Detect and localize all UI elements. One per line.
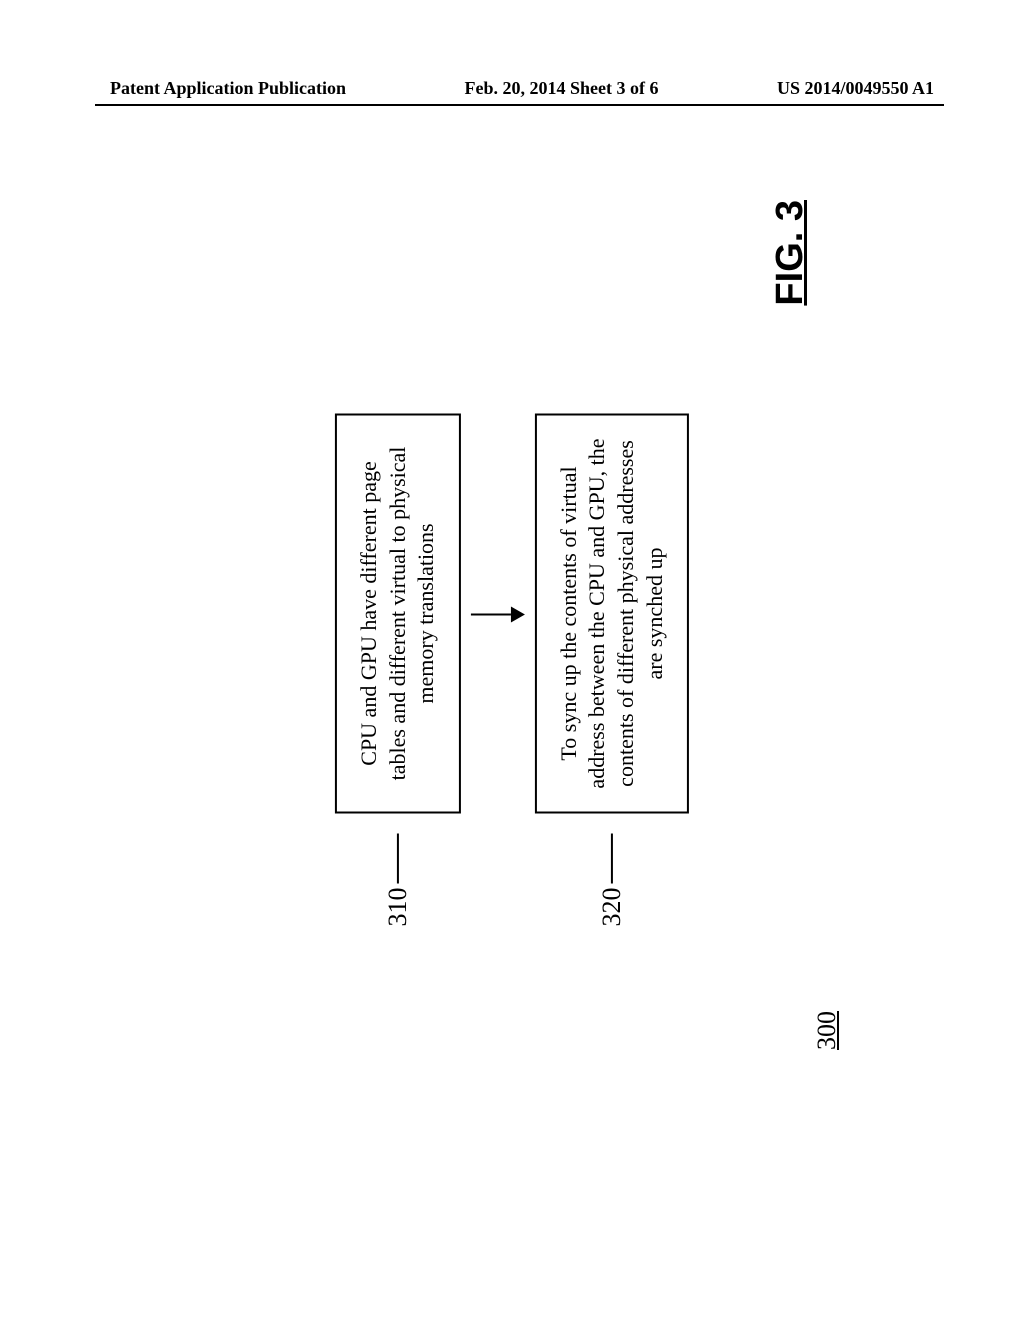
flowchart-step-310: 310 CPU and GPU have different page tabl…: [335, 414, 461, 927]
arrow-shaft: [471, 614, 511, 616]
figure-number-300: 300: [812, 1011, 842, 1050]
flowchart-box-320: To sync up the contents of virtual addre…: [535, 414, 689, 814]
label-connector-line: [611, 834, 613, 884]
header-right: US 2014/0049550 A1: [777, 78, 934, 99]
flowchart-box-310: CPU and GPU have different page tables a…: [335, 414, 461, 814]
flowchart: 310 CPU and GPU have different page tabl…: [335, 414, 689, 927]
flowchart-step-320: 320 To sync up the contents of virtual a…: [535, 414, 689, 927]
page-header: Patent Application Publication Feb. 20, …: [0, 78, 1024, 99]
flowchart-arrow-down: [471, 607, 525, 623]
figure-rotated-container: 310 CPU and GPU have different page tabl…: [122, 120, 902, 1220]
arrow-head-icon: [511, 607, 525, 623]
header-rule: [95, 104, 944, 106]
step-label-text: 310: [383, 888, 413, 927]
label-connector-line: [397, 834, 399, 884]
step-label-310: 310: [383, 834, 413, 927]
step-label-320: 320: [597, 834, 627, 927]
header-left: Patent Application Publication: [110, 78, 346, 99]
step-label-text: 320: [597, 888, 627, 927]
header-center: Feb. 20, 2014 Sheet 3 of 6: [465, 78, 659, 99]
figure-label: FIG. 3: [769, 200, 812, 306]
